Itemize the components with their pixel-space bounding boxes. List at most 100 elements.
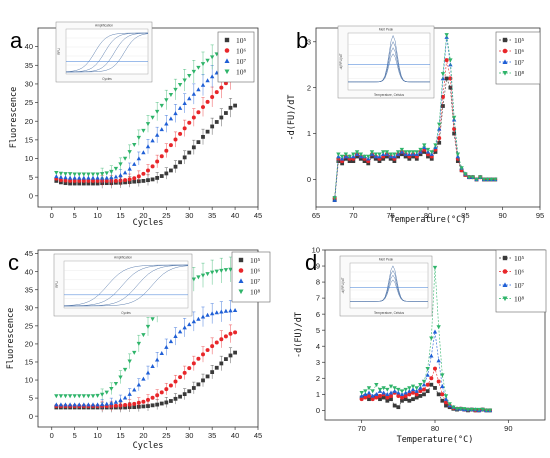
data-point xyxy=(440,384,445,389)
data-point xyxy=(210,370,215,374)
plot-frame xyxy=(37,249,259,428)
data-point xyxy=(210,344,215,349)
data-point xyxy=(191,69,197,74)
inset-y-label: RFU xyxy=(55,281,59,288)
data-point xyxy=(132,350,137,355)
data-point xyxy=(403,397,408,402)
legend-marker xyxy=(502,59,508,64)
panel-letter: a xyxy=(10,28,23,53)
data-point xyxy=(392,403,397,408)
data-point xyxy=(343,156,348,161)
data-point xyxy=(196,65,201,70)
inset-y-label: -d(RFU)/dT xyxy=(341,277,345,293)
data-point xyxy=(403,390,408,395)
data-point xyxy=(136,341,142,346)
data-point xyxy=(132,176,137,181)
data-point xyxy=(347,159,352,164)
data-point xyxy=(191,115,196,120)
x-tick-label: 25 xyxy=(162,211,170,220)
data-point xyxy=(200,273,206,278)
data-point xyxy=(399,392,405,397)
y-tick-label: 0 xyxy=(307,175,311,184)
x-tick-label: 5 xyxy=(73,431,77,440)
legend-entry-label: 10⁵ xyxy=(250,256,261,265)
legend-marker xyxy=(238,289,244,295)
data-point xyxy=(86,402,91,407)
y-tick-label: 7 xyxy=(316,294,320,303)
data-point xyxy=(168,143,173,148)
data-point xyxy=(414,392,419,397)
data-point xyxy=(63,178,68,183)
data-point xyxy=(154,357,160,362)
series-2 xyxy=(54,300,238,410)
data-point xyxy=(58,174,64,179)
legend-marker xyxy=(238,257,244,263)
legend-marker xyxy=(224,48,230,53)
data-point xyxy=(104,178,109,183)
data-point xyxy=(487,408,493,413)
data-point xyxy=(214,90,219,95)
x-tick-label: 0 xyxy=(50,211,54,220)
y-tick-label: 5 xyxy=(316,326,320,335)
data-point xyxy=(429,156,434,161)
data-point xyxy=(437,126,442,131)
data-point xyxy=(155,176,160,180)
data-point xyxy=(81,394,87,399)
data-point xyxy=(205,348,210,353)
x-tick-label: 40 xyxy=(231,431,239,440)
data-point xyxy=(378,397,382,402)
inset-title: Melt Peak xyxy=(379,258,394,262)
data-point xyxy=(403,154,408,159)
data-point xyxy=(436,325,441,330)
data-point xyxy=(411,390,415,395)
data-point xyxy=(136,400,141,405)
data-point xyxy=(123,402,128,407)
data-point xyxy=(91,181,95,186)
y-tick-label: 3 xyxy=(307,37,311,46)
data-point xyxy=(359,393,364,398)
inset-x-label: Cycles xyxy=(102,77,112,81)
data-point xyxy=(173,111,178,116)
data-point xyxy=(58,402,64,407)
data-point xyxy=(177,105,183,110)
data-point xyxy=(214,310,219,315)
data-point xyxy=(200,82,206,87)
data-point xyxy=(122,395,128,400)
data-point xyxy=(444,76,449,81)
legend-marker xyxy=(502,255,508,261)
data-point xyxy=(118,397,123,402)
data-point xyxy=(452,131,457,136)
data-point xyxy=(384,150,390,155)
inset-instrument-plot: Melt Peak Temperature, Celsius -d(RFU)/dT xyxy=(337,25,435,99)
data-point xyxy=(201,378,205,383)
x-tick-label: 45 xyxy=(254,431,262,440)
data-point xyxy=(411,397,415,402)
data-point xyxy=(366,386,372,391)
data-point xyxy=(86,394,91,399)
data-point xyxy=(95,172,100,177)
panel-letter: c xyxy=(8,250,19,275)
data-point xyxy=(470,175,475,180)
data-point xyxy=(136,135,142,140)
data-point xyxy=(422,150,427,154)
data-point xyxy=(366,390,372,395)
legend-marker xyxy=(502,282,508,287)
data-point xyxy=(90,394,96,399)
y-tick-label: 6 xyxy=(316,310,320,319)
data-point xyxy=(374,392,379,397)
data-point xyxy=(168,339,174,344)
data-point xyxy=(168,116,174,121)
data-point xyxy=(418,147,423,152)
data-point xyxy=(432,329,438,334)
data-point xyxy=(159,103,164,108)
data-point xyxy=(205,374,210,379)
data-point xyxy=(421,379,427,384)
data-point xyxy=(141,404,146,409)
data-point xyxy=(385,398,390,403)
x-tick-label: 20 xyxy=(139,431,147,440)
data-point xyxy=(81,178,86,183)
data-point xyxy=(440,398,445,403)
data-point xyxy=(363,389,368,394)
data-point xyxy=(219,268,224,273)
y-tick-label: 25 xyxy=(25,98,33,107)
